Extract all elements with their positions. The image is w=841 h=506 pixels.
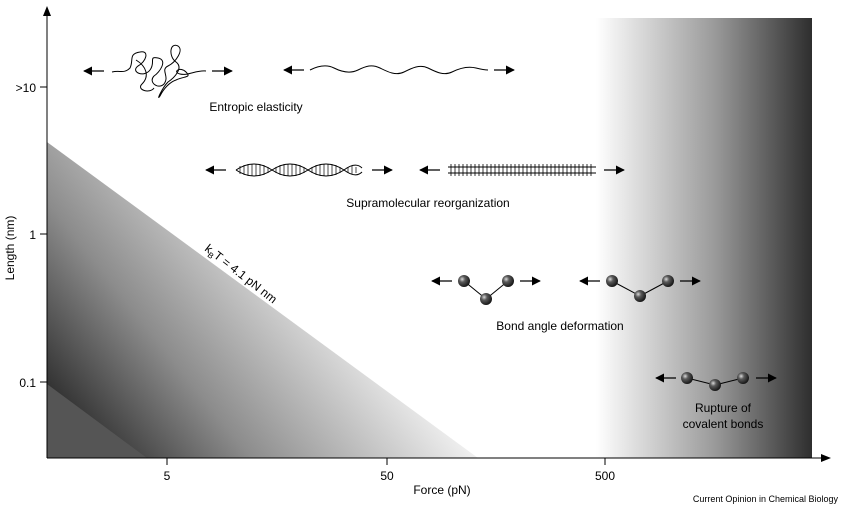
bent-triatomic-molecule-icon (431, 275, 541, 305)
x-tick-label: 500 (595, 469, 615, 483)
stretched-triatomic-molecule-icon (579, 275, 701, 302)
low-energy-thermal-region (47, 142, 478, 458)
covalent-rupture-molecule-icon (655, 372, 777, 391)
ladder-structure-icon (419, 164, 625, 176)
random-coil-polymer-icon (83, 44, 233, 98)
y-tick-label: >10 (16, 81, 37, 95)
x-tick-label: 5 (164, 469, 171, 483)
y-tick-label: 0.1 (19, 376, 36, 390)
x-axis (47, 454, 831, 465)
low-energy-inner-region (47, 384, 147, 458)
x-axis-label: Force (pN) (413, 483, 470, 497)
y-axis-label: Length (nm) (3, 216, 17, 281)
covalent-rupture-region (596, 18, 812, 458)
y-axis (40, 6, 51, 458)
journal-credit: Current Opinion in Chemical Biology (693, 494, 839, 504)
dna-double-helix-icon (205, 163, 393, 177)
bond-angle-deformation-label: Bond angle deformation (496, 319, 623, 333)
rupture-label-line1: Rupture of (695, 401, 752, 415)
extended-polymer-icon (283, 65, 515, 75)
rupture-label-line2: covalent bonds (683, 417, 764, 431)
entropic-elasticity-label: Entropic elasticity (209, 100, 302, 114)
y-tick-label: 1 (29, 228, 36, 242)
supramolecular-reorganization-label: Supramolecular reorganization (346, 196, 509, 210)
x-tick-label: 50 (380, 469, 394, 483)
